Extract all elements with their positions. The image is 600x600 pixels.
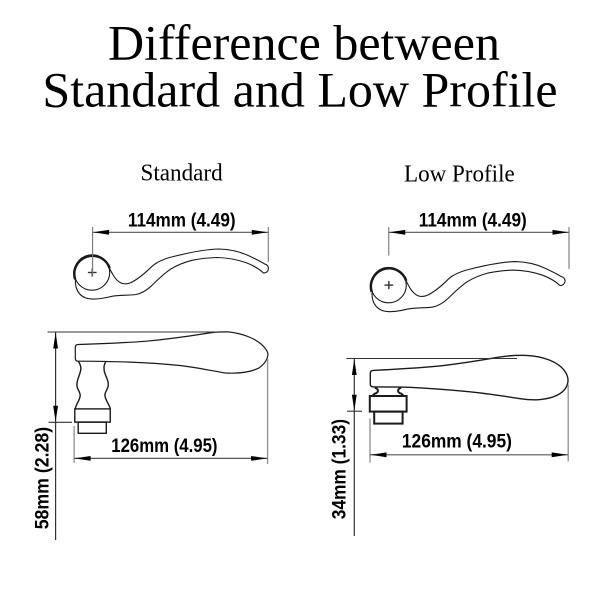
svg-text:Standard and Low Profile: Standard and Low Profile xyxy=(42,61,557,117)
svg-text:58mm (2.28): 58mm (2.28) xyxy=(32,427,54,529)
svg-text:126mm (4.95): 126mm (4.95) xyxy=(111,435,217,457)
svg-text:Standard: Standard xyxy=(141,160,223,187)
svg-text:126mm (4.95): 126mm (4.95) xyxy=(402,430,512,452)
svg-text:Difference between: Difference between xyxy=(108,15,500,71)
svg-text:Low Profile: Low Profile xyxy=(404,161,515,188)
svg-text:114mm (4.49): 114mm (4.49) xyxy=(419,210,527,232)
svg-text:34mm (1.33): 34mm (1.33) xyxy=(328,419,350,519)
svg-text:114mm (4.49): 114mm (4.49) xyxy=(128,210,236,232)
